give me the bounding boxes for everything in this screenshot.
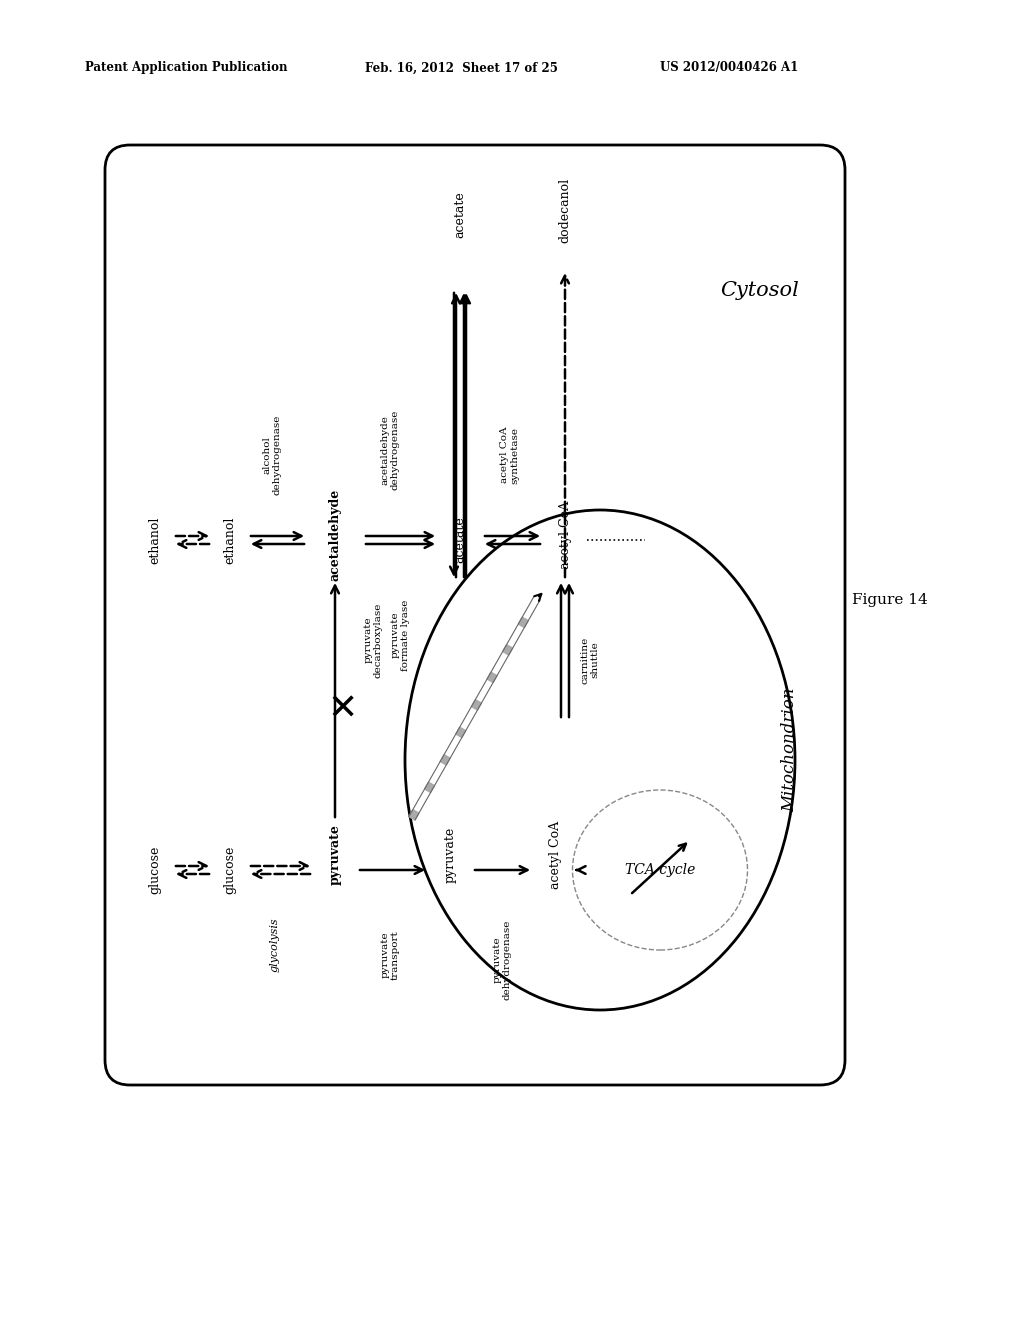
FancyBboxPatch shape bbox=[105, 145, 845, 1085]
Text: dodecanol: dodecanol bbox=[558, 177, 571, 243]
Polygon shape bbox=[495, 659, 505, 669]
Text: pyruvate
dehydrogenase: pyruvate dehydrogenase bbox=[493, 920, 512, 1001]
Polygon shape bbox=[511, 631, 520, 642]
Text: ethanol: ethanol bbox=[223, 516, 237, 564]
Text: alcohol
dehydrogenase: alcohol dehydrogenase bbox=[262, 414, 282, 495]
Text: acetate: acetate bbox=[454, 516, 467, 564]
Text: glycolysis: glycolysis bbox=[270, 917, 280, 973]
Polygon shape bbox=[526, 603, 537, 614]
Text: Cytosol: Cytosol bbox=[721, 281, 800, 300]
Text: pyruvate
transport: pyruvate transport bbox=[380, 931, 399, 979]
Polygon shape bbox=[417, 796, 427, 807]
Text: Feb. 16, 2012  Sheet 17 of 25: Feb. 16, 2012 Sheet 17 of 25 bbox=[365, 62, 558, 74]
Ellipse shape bbox=[406, 510, 795, 1010]
Polygon shape bbox=[440, 755, 451, 766]
Polygon shape bbox=[432, 768, 442, 779]
Text: acetyl CoA: acetyl CoA bbox=[558, 500, 571, 569]
Polygon shape bbox=[464, 713, 473, 723]
Text: US 2012/0040426 A1: US 2012/0040426 A1 bbox=[660, 62, 799, 74]
Polygon shape bbox=[425, 783, 434, 792]
Text: glucose: glucose bbox=[223, 846, 237, 894]
Text: acetaldehyde
dehydrogenase: acetaldehyde dehydrogenase bbox=[380, 409, 399, 490]
Text: Mitochondrion: Mitochondrion bbox=[781, 688, 799, 812]
Text: acetyl CoA
synthetase: acetyl CoA synthetase bbox=[501, 426, 520, 483]
Polygon shape bbox=[447, 741, 458, 751]
Polygon shape bbox=[503, 644, 513, 655]
Polygon shape bbox=[409, 809, 419, 820]
Text: pyruvate: pyruvate bbox=[329, 825, 341, 886]
Text: ethanol: ethanol bbox=[148, 516, 162, 564]
Text: pyruvate: pyruvate bbox=[443, 826, 457, 883]
Text: carnitine
shuttle: carnitine shuttle bbox=[581, 636, 600, 684]
Text: acetyl CoA: acetyl CoA bbox=[549, 821, 561, 890]
Text: Figure 14: Figure 14 bbox=[852, 593, 928, 607]
Text: ✕: ✕ bbox=[328, 693, 358, 727]
Text: pyruvate
decarboxylase: pyruvate decarboxylase bbox=[364, 602, 383, 677]
Polygon shape bbox=[471, 700, 481, 710]
Ellipse shape bbox=[572, 789, 748, 950]
Text: TCA cycle: TCA cycle bbox=[625, 863, 695, 876]
Text: acetate: acetate bbox=[454, 191, 467, 239]
Polygon shape bbox=[518, 618, 528, 627]
Text: pyruvate
formate lyase: pyruvate formate lyase bbox=[390, 599, 410, 671]
Text: Patent Application Publication: Patent Application Publication bbox=[85, 62, 288, 74]
Polygon shape bbox=[479, 686, 489, 696]
Polygon shape bbox=[456, 727, 466, 738]
Polygon shape bbox=[487, 672, 497, 682]
Text: acetaldehyde: acetaldehyde bbox=[329, 488, 341, 581]
Text: glucose: glucose bbox=[148, 846, 162, 894]
